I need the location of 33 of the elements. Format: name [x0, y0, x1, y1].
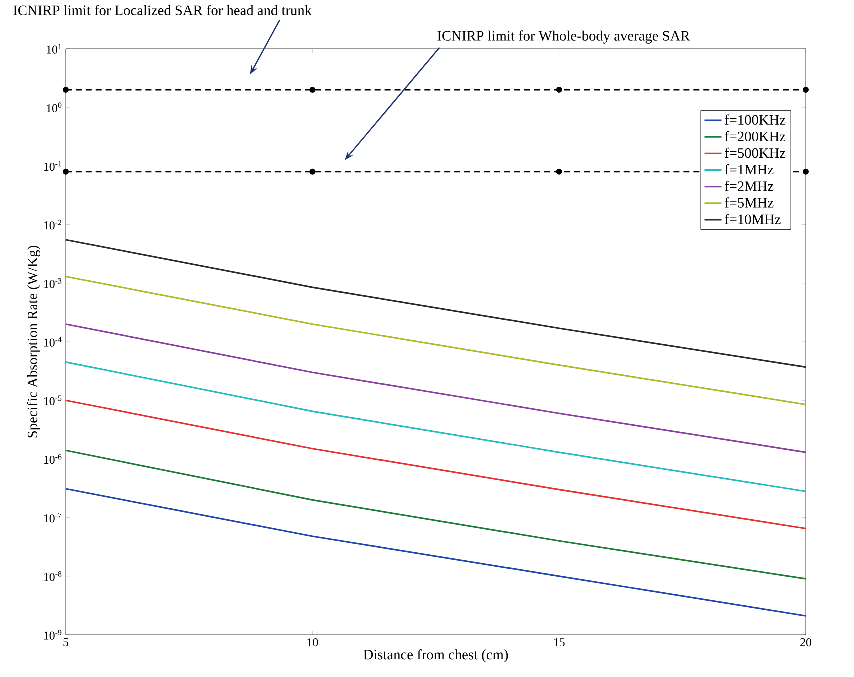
line-series: [65, 324, 807, 454]
x-tick-label: 15: [554, 638, 565, 647]
y-tick-label: 10$^{-4}$: [44, 337, 62, 347]
y-tick-label: 10$^{1}$: [47, 44, 62, 54]
line-series: [65, 400, 807, 530]
legend-label: f=200KHz: [724, 131, 786, 142]
line-series: [65, 488, 807, 617]
line-series: [65, 450, 807, 580]
x-tick-label: 20: [800, 638, 812, 647]
text: ICNIRP limit for Localized SAR for head and trunk: [14, 5, 312, 16]
y-tick-label: 10$^{-9}$: [44, 630, 62, 640]
legend-label: f=500KHz: [724, 148, 786, 158]
legend-label: f=5MHz: [724, 198, 774, 208]
y-tick-label: 10$^{-6}$: [44, 454, 62, 464]
line-series: [65, 239, 807, 368]
y-tick-label: 10$^{-8}$: [44, 572, 62, 582]
x-tick-label: 10: [308, 638, 318, 647]
y-tick-label: 10$^{-3}$: [44, 278, 62, 288]
y-tick-label: 10$^{-5}$: [44, 396, 62, 406]
y-tick-label: 10$^{-1}$: [44, 161, 62, 172]
line-series: [65, 276, 807, 406]
y-tick-label: 10$^{-7}$: [44, 512, 62, 523]
x-axis-title: Distance from chest (cm): [364, 649, 508, 663]
y-tick-label: 10$^{0}$: [47, 102, 62, 112]
x-tick-label: 5: [64, 638, 69, 646]
y-tick-label: 10$^{-2}$: [44, 220, 62, 230]
legend-label: f=10MHz: [724, 214, 781, 224]
y-axis-title: Specific Absorption Rate (W/Kg): [27, 246, 41, 438]
text: ICNIRP limit for Whole-body average SAR: [438, 30, 690, 44]
legend-label: f=2MHz: [724, 181, 774, 192]
legend-label: f=1MHz: [724, 164, 774, 175]
legend-label: f=100KHz: [724, 114, 786, 125]
line-series: [65, 362, 807, 492]
